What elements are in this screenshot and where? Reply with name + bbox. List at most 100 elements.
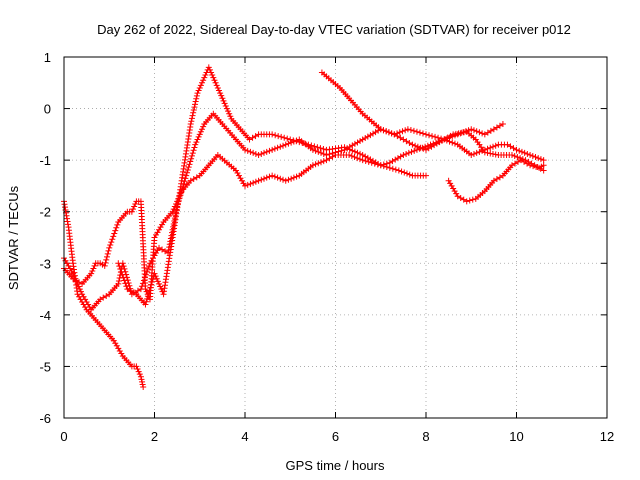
data-point: [540, 157, 547, 164]
data-point: [144, 295, 151, 302]
data-point: [107, 241, 114, 248]
x-tick-label: 8: [422, 429, 429, 444]
data-point: [344, 145, 351, 152]
data-point: [312, 147, 319, 154]
data-point: [156, 280, 163, 287]
series-4: [115, 64, 506, 308]
data-point: [499, 121, 506, 128]
data-point: [269, 146, 276, 153]
data-point: [466, 197, 473, 204]
data-point: [481, 131, 488, 138]
x-axis-label: GPS time / hours: [286, 458, 385, 473]
data-point: [473, 149, 480, 156]
data-point: [196, 131, 203, 138]
data-point: [101, 262, 108, 269]
data-point: [508, 162, 515, 169]
data-point: [208, 69, 215, 76]
data-point: [242, 182, 248, 189]
data-point: [397, 153, 404, 160]
data-point: [108, 239, 115, 246]
data-point: [357, 137, 364, 144]
data-point: [140, 384, 147, 391]
data-point: [199, 79, 206, 86]
data-point: [282, 177, 289, 184]
data-point: [364, 133, 371, 140]
data-point: [115, 280, 122, 287]
data-point: [277, 175, 284, 182]
chart-title: Day 262 of 2022, Sidereal Day-to-day VTE…: [97, 22, 571, 37]
data-point: [454, 193, 461, 200]
data-point: [70, 270, 77, 277]
data-point: [250, 149, 257, 156]
data-point: [88, 270, 95, 277]
data-point: [521, 149, 528, 156]
data-point: [346, 151, 353, 158]
data-point: [404, 126, 411, 133]
data-point: [315, 160, 322, 167]
data-point: [449, 139, 456, 146]
data-point: [127, 287, 134, 294]
data-point: [516, 147, 523, 154]
data-point: [380, 127, 387, 134]
data-point: [346, 146, 353, 153]
data-point: [399, 128, 406, 135]
data-point: [317, 145, 324, 152]
data-point: [146, 287, 153, 294]
data-point: [128, 208, 135, 215]
data-point: [144, 266, 151, 273]
plot-frame: [63, 56, 608, 419]
data-point: [521, 158, 528, 165]
data-point: [484, 149, 491, 156]
data-point: [255, 177, 262, 184]
data-point: [71, 273, 78, 280]
data-point: [169, 208, 176, 215]
data-point: [285, 176, 292, 183]
data-point: [212, 79, 219, 86]
data-point: [391, 131, 398, 138]
data-point: [308, 142, 315, 149]
data-point: [61, 201, 68, 208]
data-point: [210, 74, 217, 81]
data-point: [280, 176, 287, 183]
data-point: [396, 129, 403, 136]
data-point: [369, 157, 376, 164]
data-point: [121, 277, 128, 284]
data-point: [252, 133, 259, 140]
data-point: [193, 95, 200, 102]
data-point: [413, 146, 420, 153]
data-point: [435, 134, 442, 141]
data-point: [190, 106, 197, 113]
data-point: [182, 175, 189, 182]
data-point: [103, 256, 110, 263]
data-point: [266, 173, 273, 180]
data-point: [62, 204, 69, 211]
data-point: [479, 130, 486, 137]
data-point: [409, 141, 416, 148]
data-point: [140, 277, 147, 284]
y-tick-label: -3: [39, 256, 51, 271]
data-point: [151, 270, 158, 277]
data-point: [118, 268, 125, 275]
data-point: [403, 138, 410, 145]
data-point: [192, 101, 199, 108]
data-point: [131, 203, 138, 210]
data-point: [375, 160, 382, 167]
data-point: [275, 133, 282, 140]
data-point: [489, 143, 496, 150]
data-point: [258, 150, 265, 157]
data-point: [115, 260, 122, 267]
data-point: [149, 279, 156, 286]
y-tick-label: -5: [39, 359, 51, 374]
data-point: [386, 164, 393, 171]
axis-ticks: 0 2 4 6 8 10 12 -6 -5 -4 -3 -2 -1 0 1: [39, 50, 614, 444]
data-point: [138, 376, 145, 383]
data-point: [133, 363, 140, 370]
y-tick-label: 1: [44, 50, 51, 65]
data-point: [206, 66, 213, 73]
data-point: [109, 236, 116, 243]
data-point: [188, 118, 195, 125]
data-point: [223, 105, 230, 112]
data-point: [159, 246, 166, 253]
data-point: [222, 102, 229, 109]
data-point: [524, 160, 531, 167]
